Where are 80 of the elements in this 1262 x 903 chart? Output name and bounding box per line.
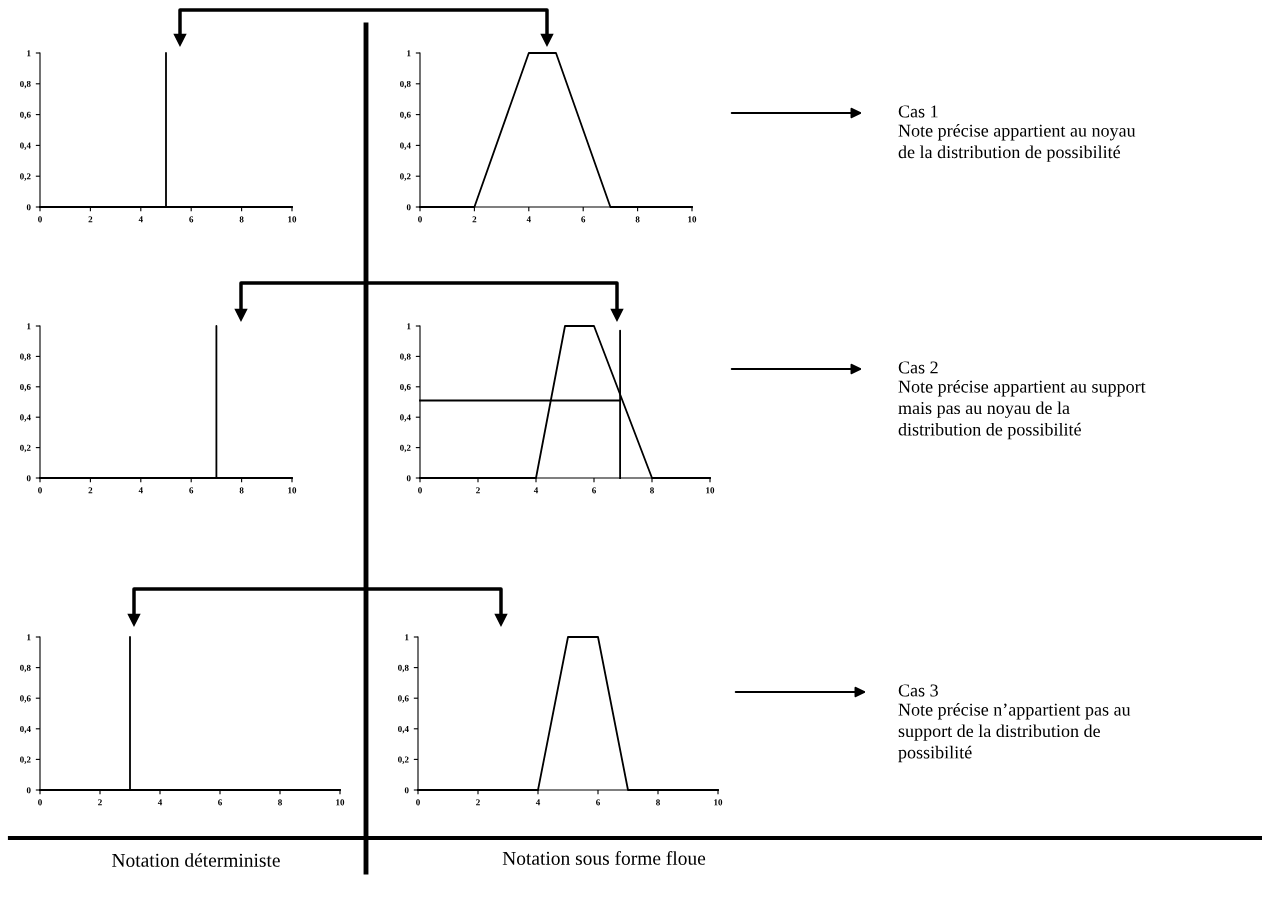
y-tick-label: 0,2 <box>20 173 31 181</box>
x-tick-label: 0 <box>38 487 42 494</box>
text: Cas 2 <box>898 361 938 374</box>
text: Note précise appartient au support mais pas au noyau de la distribution de possibilité <box>898 380 1146 440</box>
y-tick-label: 1 <box>27 50 31 57</box>
x-tick-label: 6 <box>189 487 194 494</box>
y-tick-label: 0,6 <box>20 383 31 392</box>
x-tick-label: 0 <box>418 216 422 223</box>
y-tick-label: 0,4 <box>20 414 31 422</box>
x-tick-label: 8 <box>239 216 244 223</box>
x-tick-label: 6 <box>218 799 222 806</box>
y-tick-label: 1 <box>27 323 31 330</box>
y-tick-label: 0,2 <box>400 444 411 453</box>
x-tick-label: 4 <box>138 487 143 494</box>
x-tick-label: 4 <box>533 487 539 494</box>
x-tick-label: 0 <box>38 799 42 806</box>
x-tick-label: 10 <box>688 216 697 223</box>
x-tick-label: 4 <box>535 799 541 806</box>
y-tick-label: 0,2 <box>20 756 31 764</box>
y-tick-label: 1 <box>407 323 411 330</box>
y-tick-label: 1 <box>407 50 411 57</box>
y-tick-label: 1 <box>27 634 31 641</box>
x-tick-label: 2 <box>98 799 102 806</box>
x-tick-label: 4 <box>138 216 143 223</box>
y-tick-label: 0,8 <box>20 664 31 673</box>
text: Notation déterministe <box>112 853 280 867</box>
text: Cas 1 <box>898 105 938 118</box>
text: Note précise n’appartient pas au support de la distribution de possibilité <box>898 703 1131 763</box>
x-tick-label: 4 <box>526 216 531 223</box>
y-tick-label: 0,8 <box>20 353 31 361</box>
y-tick-label: 0,2 <box>400 173 411 181</box>
x-tick-label: 6 <box>189 216 194 223</box>
y-tick-label: 1 <box>405 634 409 641</box>
y-tick-label: 0,8 <box>20 80 31 89</box>
y-tick-label: 0 <box>26 787 31 794</box>
x-tick-label: 10 <box>714 799 723 806</box>
x-tick-label: 2 <box>472 216 477 223</box>
y-tick-label: 0,8 <box>400 353 411 361</box>
text: Cas 3 <box>898 684 938 697</box>
text: Note précise appartient au noyau de la distribution de possibilité <box>898 124 1136 162</box>
x-tick-label: 0 <box>418 487 422 494</box>
x-tick-label: 10 <box>336 799 345 806</box>
y-tick-label: 0 <box>406 475 411 482</box>
y-tick-label: 0,4 <box>20 142 31 150</box>
x-tick-label: 2 <box>476 799 480 806</box>
y-tick-label: 0 <box>26 475 31 482</box>
y-tick-label: 0,2 <box>20 444 31 453</box>
x-tick-label: 2 <box>88 487 93 494</box>
x-tick-label: 6 <box>596 799 600 806</box>
text: Notation sous forme floue <box>502 850 706 865</box>
x-tick-label: 2 <box>476 487 480 494</box>
x-tick-label: 6 <box>592 487 596 494</box>
x-tick-label: 8 <box>656 799 660 806</box>
y-tick-label: 0 <box>404 787 409 794</box>
y-tick-label: 0,4 <box>400 142 411 150</box>
x-tick-label: 8 <box>278 799 282 806</box>
x-tick-label: 10 <box>288 216 297 223</box>
x-tick-label: 8 <box>239 487 244 494</box>
y-tick-label: 0,6 <box>20 695 31 703</box>
y-tick-label: 0,8 <box>400 80 411 89</box>
y-tick-label: 0,4 <box>398 725 409 734</box>
y-tick-label: 0,6 <box>398 695 409 703</box>
y-tick-label: 0,4 <box>20 725 31 734</box>
y-tick-label: 0 <box>406 204 411 211</box>
y-tick-label: 0,6 <box>400 111 411 120</box>
x-tick-label: 10 <box>288 487 297 494</box>
y-tick-label: 0,8 <box>398 664 409 673</box>
y-tick-label: 0 <box>26 204 31 211</box>
y-tick-label: 0,6 <box>20 111 31 120</box>
x-tick-label: 0 <box>38 216 42 223</box>
x-tick-label: 6 <box>581 216 586 223</box>
y-tick-label: 0,2 <box>398 756 409 764</box>
x-tick-label: 8 <box>635 216 640 223</box>
x-tick-label: 8 <box>650 487 654 494</box>
y-tick-label: 0,4 <box>400 414 411 422</box>
x-tick-label: 2 <box>88 216 93 223</box>
x-tick-label: 10 <box>706 487 715 494</box>
x-tick-label: 0 <box>416 799 420 806</box>
x-tick-label: 4 <box>157 799 163 806</box>
y-tick-label: 0,6 <box>400 383 411 392</box>
